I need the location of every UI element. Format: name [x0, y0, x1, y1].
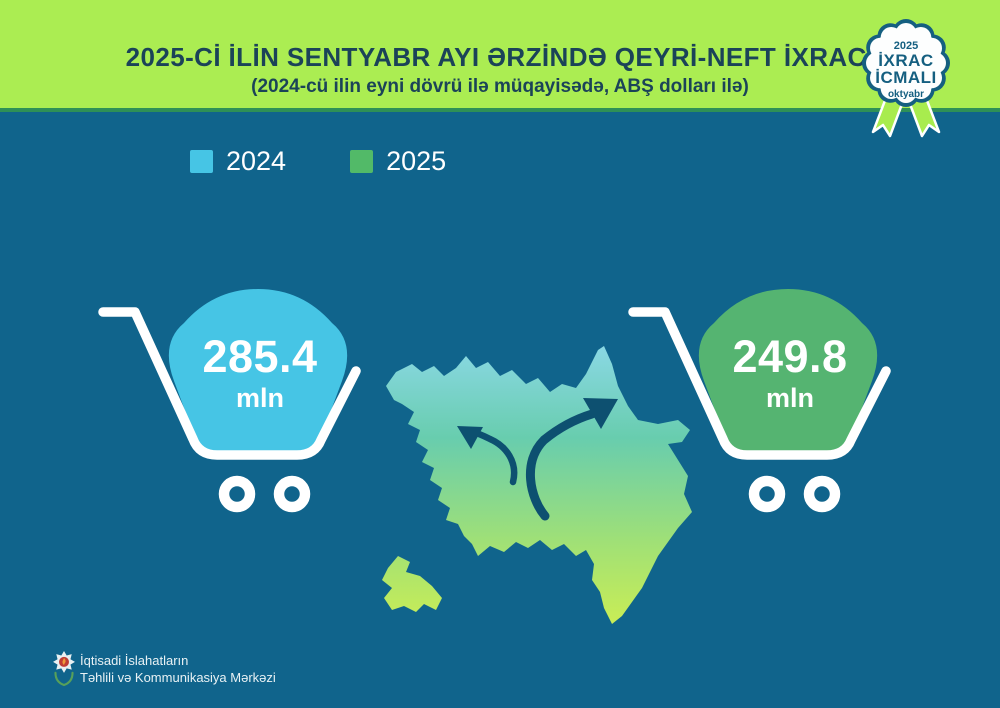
- value-2024: 285.4 mln: [160, 334, 360, 412]
- legend-label-2024: 2024: [226, 146, 287, 176]
- azerbaijan-map: [378, 336, 700, 633]
- legend-item-2025: 2025: [350, 146, 446, 177]
- legend-item-2024: 2024: [190, 146, 286, 177]
- header-band: [0, 0, 1000, 112]
- page-title: 2025-Cİ İLİN SENTYABR AYI ƏRZİNDƏ QEYRİ-…: [125, 42, 875, 72]
- value-2025-unit: mln: [765, 383, 814, 413]
- coat-of-arms-icon: [50, 648, 78, 693]
- shopping-cart-2024-icon: [92, 283, 372, 523]
- legend-swatch-2024: [190, 150, 213, 173]
- arrow-up-right-icon: [526, 398, 618, 521]
- badge-title-line1: İXRAC: [878, 51, 934, 70]
- organization-line2: Təhlili və Kommunikasiya Mərkəzi: [80, 670, 276, 686]
- badge-month: oktyabr: [887, 89, 925, 100]
- legend-swatch-2025: [350, 150, 374, 173]
- organization-line1: İqtisadi İslahatların: [80, 653, 189, 668]
- value-2024-number: 285.4: [202, 331, 318, 382]
- badge-title-line2: İCMALI: [875, 68, 937, 87]
- value-2025-number: 249.8: [732, 331, 848, 382]
- badge-year: 2025: [893, 40, 919, 52]
- value-2024-unit: mln: [235, 383, 284, 413]
- page-subtitle: (2024-cü ilin eyni dövrü ilə müqayisədə,…: [251, 76, 749, 97]
- value-2025: 249.8 mln: [690, 334, 890, 412]
- arrow-up-left-icon: [457, 426, 518, 486]
- legend: 2024 2025: [190, 146, 446, 177]
- organization-name: İqtisadi İslahatların Təhlili və Kommuni…: [80, 652, 276, 686]
- badge-rosette-graphic: [862, 19, 950, 138]
- legend-label-2025: 2025: [386, 146, 447, 176]
- shopping-cart-2025-icon: [622, 283, 902, 523]
- badge-rosette-icon: 2025 İXRAC İCMALI oktyabr: [856, 16, 956, 140]
